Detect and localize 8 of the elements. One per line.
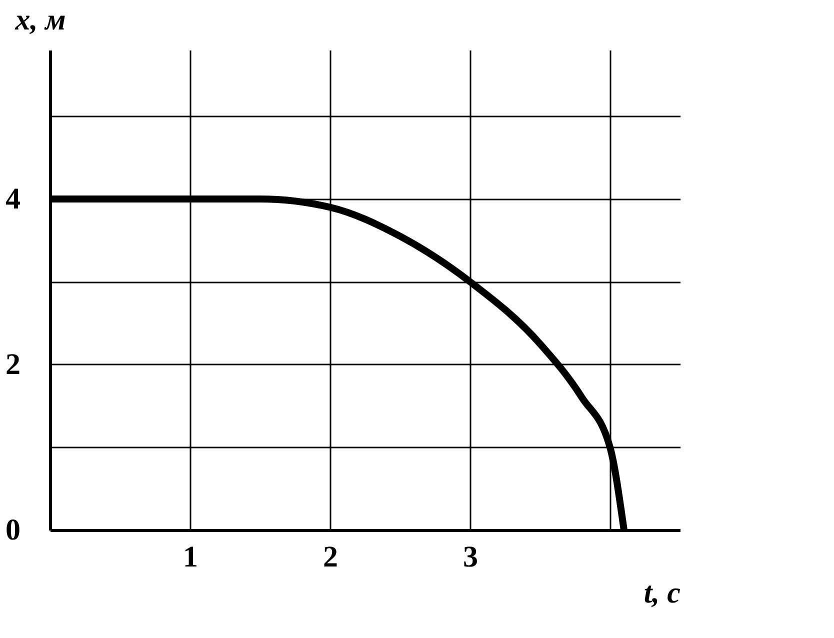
x-tick-label: 1 bbox=[183, 540, 198, 574]
x-axis-title: t, с bbox=[644, 576, 680, 610]
x-tick-label: 3 bbox=[463, 540, 478, 574]
y-tick-label: 0 bbox=[6, 514, 20, 546]
y-tick-label: 2 bbox=[6, 348, 20, 381]
x-tick-label: 2 bbox=[323, 540, 338, 574]
y-tick-label: 4 bbox=[6, 182, 20, 216]
y-axis-title: x, м bbox=[14, 4, 66, 36]
